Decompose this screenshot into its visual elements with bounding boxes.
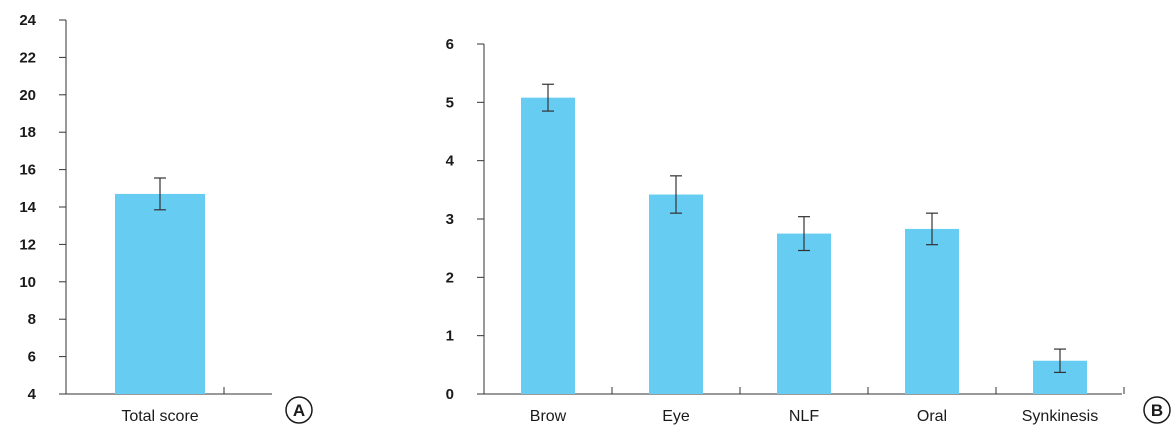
panel-b-category-label: Synkinesis	[1022, 408, 1098, 425]
panel-b-bar-nlf	[777, 233, 831, 394]
panel-a-error-bar	[154, 177, 166, 211]
panel-b-bar-eye	[649, 194, 703, 394]
panel-b-error-bar	[670, 175, 682, 214]
panel-b-category-label: Brow	[530, 408, 567, 425]
panel-b-y-tick-label: 4	[446, 153, 455, 170]
chart-panel-a: 4 6 8 10 12 14 16 18 20 22 24 Total score A	[19, 12, 313, 425]
panel-a-letter-circle	[285, 396, 313, 424]
panel-b-letter: B	[1151, 401, 1163, 420]
panel-b-y-tick-label: 1	[446, 328, 454, 345]
panel-b-category-label: NLF	[789, 408, 819, 425]
panel-a-y-tick-label: 8	[28, 311, 36, 328]
panel-a-y-tick-label: 22	[19, 49, 36, 66]
panel-a-letter: A	[293, 401, 305, 420]
panel-b-bar-brow	[521, 97, 575, 395]
chart-panel-b: 0 1 2 3 4 5 6 Brow Eye NLF Oral Synkinesis B	[446, 36, 1171, 425]
panel-b-bar-oral	[905, 228, 959, 394]
panel-a-y-tick-label: 14	[19, 199, 36, 216]
panel-a-y-tick-label: 12	[19, 236, 36, 253]
panel-b-category-label: Oral	[917, 408, 947, 425]
panel-b-error-bar	[926, 212, 938, 246]
panel-b-error-bar	[798, 216, 810, 252]
panel-b-category-label: Eye	[662, 408, 690, 425]
panel-a-y-tick-label: 10	[19, 274, 36, 291]
panel-a-y-tick-label: 4	[28, 386, 37, 403]
panel-a-y-tick-label: 20	[19, 87, 36, 104]
panel-b-y-tick-label: 3	[446, 211, 454, 228]
panel-a-y-tick-label: 18	[19, 124, 36, 141]
panel-b-y-tick-label: 2	[446, 269, 454, 286]
panel-a-category-label: Total score	[121, 408, 198, 425]
panel-b-letter-circle	[1143, 396, 1171, 424]
panel-a-bar-total-score	[115, 193, 205, 394]
panel-a-y-tick-label: 16	[19, 162, 36, 179]
panel-b-error-bar	[542, 83, 554, 112]
panel-b-y-tick-label: 5	[446, 94, 454, 111]
panel-b-y-tick-label: 6	[446, 36, 454, 53]
panel-b-error-bar	[1054, 348, 1066, 374]
panel-b-y-tick-label: 0	[446, 386, 454, 403]
panel-a-y-tick-label: 24	[19, 12, 36, 29]
panel-a-y-tick-label: 6	[28, 349, 36, 366]
